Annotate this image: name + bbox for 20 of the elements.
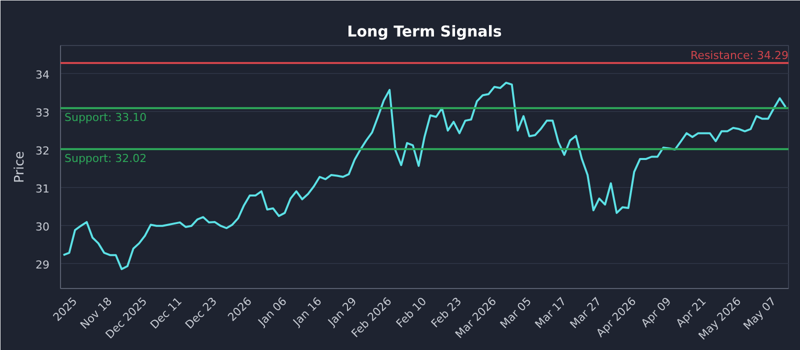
- y-axis-title: Price: [12, 151, 28, 183]
- x-tick-label: Mar 17: [532, 294, 569, 332]
- x-tick-label: Dec 11: [148, 294, 184, 332]
- x-tick-label: Jan 06: [255, 294, 290, 330]
- chart-title: Long Term Signals: [347, 22, 502, 40]
- ref-line-label: Resistance: 34.29: [690, 48, 788, 62]
- x-tick-label: Dec 23: [182, 294, 220, 332]
- x-tick-label: Feb 10: [394, 294, 430, 330]
- y-tick-label: 29: [36, 258, 50, 272]
- y-tick-label: 31: [36, 182, 50, 196]
- y-tick-label: 34: [36, 68, 50, 82]
- y-tick-label: 33: [36, 106, 50, 120]
- x-tick-label: Apr 09: [638, 294, 674, 330]
- y-tick-label: 30: [36, 220, 50, 234]
- line-series: [62, 82, 787, 270]
- ref-line-label: Support: 33.10: [64, 111, 147, 124]
- ref-line-label: Support: 32.02: [64, 152, 147, 166]
- x-tick-label: Jan 16: [290, 294, 324, 330]
- y-tick-label: 32: [36, 144, 50, 158]
- x-tick-label: Mar 05: [498, 294, 534, 332]
